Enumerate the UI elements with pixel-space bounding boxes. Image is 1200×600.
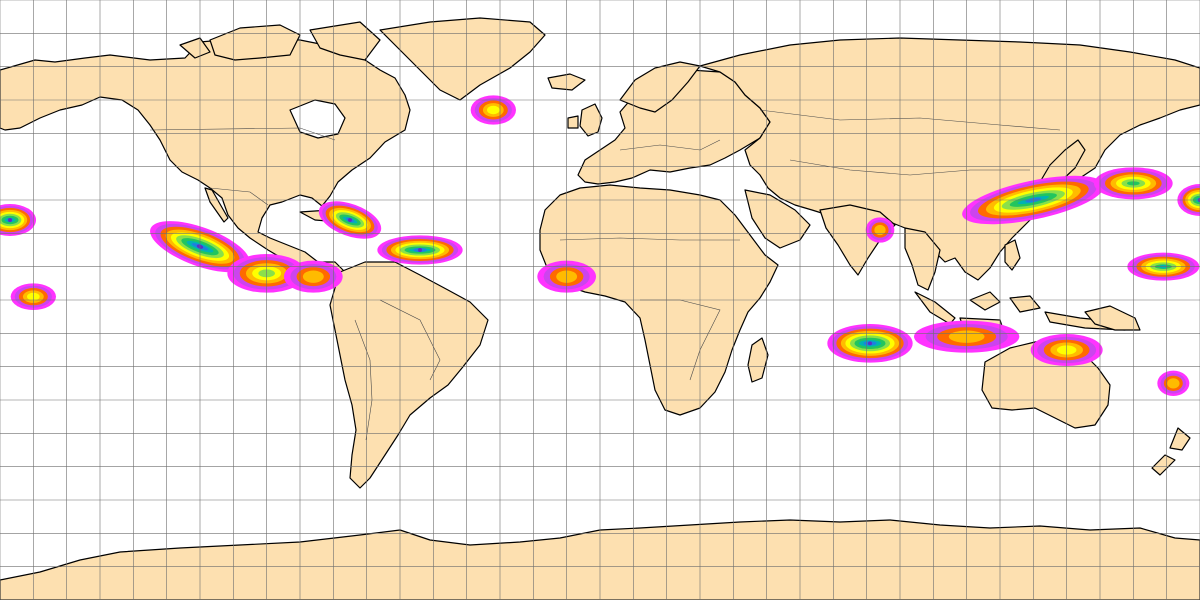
british-isles — [567, 103, 603, 137]
precip-contour-level — [1167, 378, 1180, 389]
precip-contour-level — [874, 224, 886, 236]
new-guinea — [1084, 305, 1141, 331]
philippines — [1004, 239, 1021, 271]
border-russia — [759, 109, 1061, 131]
precip-area-central-atlantic — [377, 235, 463, 265]
precip-contour-level — [302, 270, 324, 283]
baja-california — [204, 187, 229, 223]
greenland — [379, 17, 546, 101]
border-sahel — [559, 237, 740, 241]
precipitation-overlay — [0, 95, 1200, 397]
precip-area-west-africa — [537, 260, 597, 293]
precip-area-caribbean-east — [284, 260, 343, 293]
border-usa-mexico — [209, 187, 269, 206]
precip-contour-level — [868, 341, 872, 346]
southeast-asia-peninsula — [904, 227, 941, 291]
precip-contour-level — [348, 218, 352, 222]
border-andes — [354, 319, 373, 441]
new-zealand — [1151, 427, 1191, 476]
south-america-landmass — [329, 261, 489, 489]
precip-area-coral-sea — [1157, 370, 1190, 397]
precip-area-west-atlantic-rockall — [470, 95, 516, 125]
precip-area-hawaii-north — [0, 204, 36, 236]
precip-area-bahamas — [318, 201, 382, 239]
scandinavia — [619, 61, 701, 113]
precip-contour-level — [418, 248, 422, 252]
madagascar — [747, 337, 769, 383]
precip-contour-level — [8, 218, 12, 222]
border-europe — [619, 139, 721, 151]
hudson-bay — [289, 99, 346, 139]
precip-area-indian-ocean-south — [827, 324, 913, 363]
canadian-arctic-islands — [179, 21, 381, 61]
precip-area-bay-of-bengal — [865, 217, 895, 243]
asia-landmass — [699, 37, 1200, 281]
precip-contour-level — [487, 105, 500, 115]
